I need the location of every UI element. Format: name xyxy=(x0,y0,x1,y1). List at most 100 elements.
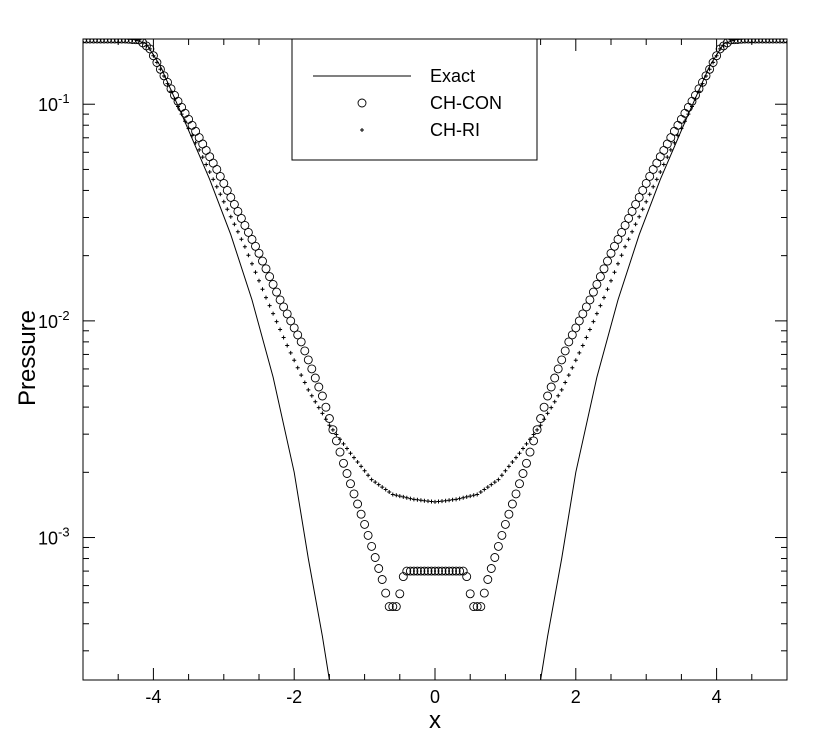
ch-con-point xyxy=(117,39,127,44)
ch-con-point xyxy=(353,499,363,509)
ch-con-point xyxy=(680,108,690,118)
ch-con-point xyxy=(624,213,634,223)
ch-ri-point xyxy=(612,270,617,275)
ch-ri-point xyxy=(302,380,307,385)
ch-ri-point xyxy=(221,199,226,204)
ch-con-point xyxy=(427,566,436,576)
ch-ri-point xyxy=(232,222,237,227)
ch-con-point xyxy=(750,39,760,44)
ch-ri-point xyxy=(447,498,452,503)
ch-ri-point xyxy=(345,446,349,451)
legend-label: Exact xyxy=(430,66,475,86)
ch-con-point xyxy=(356,509,366,519)
ch-con-point xyxy=(603,256,612,266)
ch-con-point xyxy=(638,185,648,195)
ch-con-point xyxy=(339,458,348,468)
ch-con-point xyxy=(251,241,260,251)
ch-ri-point xyxy=(147,46,152,51)
ch-ri-point xyxy=(651,184,656,189)
ch-ri-point xyxy=(559,387,564,392)
ch-con-point xyxy=(486,564,496,573)
ch-ri-point xyxy=(105,39,110,41)
ch-ri-point xyxy=(162,74,166,78)
ch-ri-point xyxy=(338,437,342,442)
ch-ri-point xyxy=(218,192,223,197)
ch-ri-point xyxy=(140,40,145,45)
ch-ri-point xyxy=(426,499,430,504)
ch-con-point xyxy=(307,364,317,374)
ch-con-point xyxy=(409,566,419,576)
ch-ri-point xyxy=(257,278,261,283)
ch-con-point xyxy=(493,541,503,551)
ch-con-point xyxy=(511,489,521,499)
ch-con-point xyxy=(374,564,384,573)
ch-con-point xyxy=(229,199,239,209)
ch-ri-point xyxy=(552,399,557,404)
ch-ri-point xyxy=(109,39,114,41)
ch-ri-point xyxy=(644,199,649,204)
ch-ri-point xyxy=(591,319,596,324)
ch-ri-point xyxy=(605,287,610,292)
ch-ri-point xyxy=(584,335,589,340)
ch-con-point xyxy=(567,330,577,340)
ch-ri-point xyxy=(503,468,508,473)
ch-ri-point xyxy=(704,74,708,78)
ch-ri-point xyxy=(352,455,356,460)
ch-con-point xyxy=(441,566,451,576)
ch-con-point xyxy=(669,126,679,136)
ch-ri-point xyxy=(542,417,547,422)
ch-con-point xyxy=(106,39,116,44)
ch-ri-point xyxy=(623,244,628,249)
ch-ri-point xyxy=(781,39,786,41)
ch-ri-point xyxy=(327,423,332,428)
ch-con-point xyxy=(219,178,229,188)
ch-con-point xyxy=(564,337,574,347)
ch-ri-point xyxy=(288,350,293,355)
ch-ri-point xyxy=(506,464,511,469)
ch-con-point xyxy=(120,39,130,44)
ch-ri-point xyxy=(686,112,691,117)
ch-ri-point xyxy=(235,229,240,234)
ch-con-point xyxy=(331,436,341,446)
legend-label: CH-RI xyxy=(430,120,480,140)
ch-con-point xyxy=(553,364,563,374)
ch-con-point xyxy=(518,469,528,478)
ch-con-point xyxy=(342,469,352,478)
ch-con-point xyxy=(631,199,641,209)
ch-con-point xyxy=(324,414,334,423)
x-axis-label: x xyxy=(429,707,441,734)
ch-con-point xyxy=(272,287,282,297)
ch-ri-point xyxy=(313,399,318,404)
ch-ri-point xyxy=(609,278,613,283)
ch-ri-point xyxy=(144,43,149,48)
ch-con-point xyxy=(588,287,598,297)
ch-ri-point xyxy=(580,343,585,348)
ch-con-point xyxy=(779,39,787,44)
ch-ri-point xyxy=(200,155,205,160)
ch-ri-point xyxy=(397,494,402,499)
ch-ri-point xyxy=(697,89,701,94)
y-axis-label: Pressure xyxy=(14,310,41,406)
ch-ri-point xyxy=(390,492,395,497)
legend: Exact CH-CON CH-RI xyxy=(291,38,538,161)
ch-con-point xyxy=(303,355,313,365)
ch-ri-point xyxy=(528,437,532,442)
ch-con-point xyxy=(289,323,299,333)
ch-con-point xyxy=(310,373,320,383)
x-tick-label: 4 xyxy=(712,687,722,707)
ch-ri-point xyxy=(440,499,444,504)
ch-ri-point xyxy=(450,497,455,502)
ch-con-point xyxy=(265,272,275,282)
ch-ri-point xyxy=(566,373,571,378)
ch-con-point xyxy=(574,316,584,326)
ch-ri-point xyxy=(633,222,638,227)
ch-con-point xyxy=(405,566,415,576)
ch-con-point xyxy=(258,256,267,266)
ch-ri-point xyxy=(742,39,747,41)
ch-ri-point xyxy=(380,485,385,490)
ch-con-point xyxy=(363,530,373,540)
ch-con-point xyxy=(761,39,771,44)
ch-con-point xyxy=(500,519,510,529)
ch-con-point xyxy=(321,402,331,412)
